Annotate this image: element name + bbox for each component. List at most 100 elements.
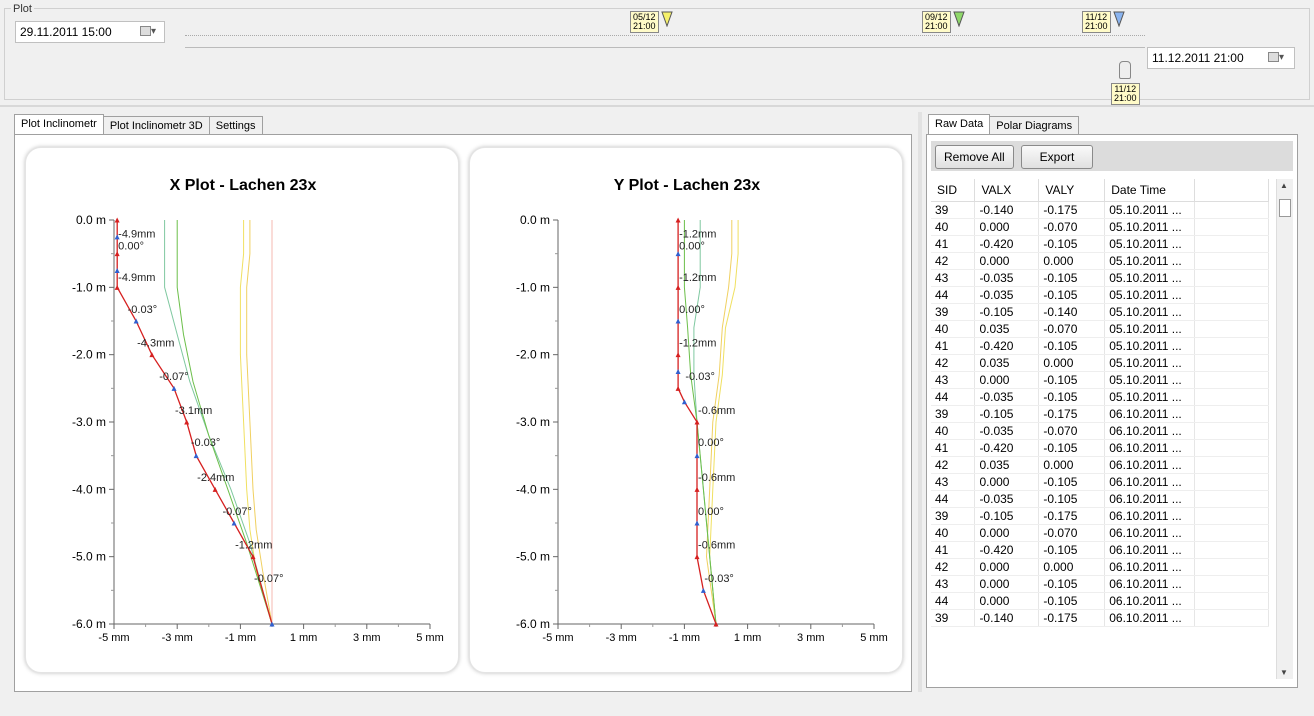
- cell-sid: 40: [931, 422, 976, 440]
- table-row[interactable]: 44 0.000 -0.105 06.10.2011 ...: [931, 592, 1269, 610]
- cell-valy: -0.105: [1038, 235, 1106, 253]
- table-row[interactable]: 44 -0.035 -0.105 05.10.2011 ...: [931, 388, 1269, 406]
- cell-sid: 41: [931, 235, 976, 253]
- table-row[interactable]: 42 0.035 0.000 05.10.2011 ...: [931, 354, 1269, 372]
- table-row[interactable]: 40 0.000 -0.070 05.10.2011 ...: [931, 218, 1269, 236]
- data-point-red: [184, 419, 190, 425]
- x-tick-label: 3 mm: [353, 632, 381, 644]
- table-row[interactable]: 39 -0.105 -0.175 06.10.2011 ...: [931, 507, 1269, 525]
- data-label: 0.00°: [679, 304, 705, 316]
- timeline-track[interactable]: [185, 35, 1145, 49]
- cell-valx: 0.035: [974, 456, 1040, 474]
- table-row[interactable]: 43 0.000 -0.105 06.10.2011 ...: [931, 575, 1269, 593]
- cell-datetime: 06.10.2011 ...: [1104, 558, 1196, 576]
- raw-data-grid[interactable]: SID VALX VALY Date Time 39 -0.140 -0.175 05…: [931, 179, 1269, 683]
- cell-valy: 0.000: [1038, 354, 1106, 372]
- cell-valx: 0.000: [974, 558, 1040, 576]
- pane-splitter[interactable]: [918, 112, 922, 692]
- scroll-thumb[interactable]: [1279, 199, 1291, 217]
- table-row[interactable]: 44 -0.035 -0.105 05.10.2011 ...: [931, 286, 1269, 304]
- table-row[interactable]: 43 -0.035 -0.105 05.10.2011 ...: [931, 269, 1269, 287]
- tab-raw-data[interactable]: Raw Data: [928, 114, 991, 135]
- table-row[interactable]: 42 0.000 0.000 05.10.2011 ...: [931, 252, 1269, 270]
- table-row[interactable]: 41 -0.420 -0.105 06.10.2011 ...: [931, 541, 1269, 559]
- cell-valy: -0.105: [1038, 286, 1106, 304]
- data-label: -0.03°: [685, 371, 714, 383]
- cell-filler: [1194, 371, 1269, 389]
- cell-datetime: 06.10.2011 ...: [1104, 507, 1196, 525]
- start-date-dropdown[interactable]: ▾: [140, 25, 162, 39]
- column-header-valy[interactable]: VALY: [1038, 179, 1106, 202]
- cell-sid: 44: [931, 388, 976, 406]
- chart-title: Y Plot - Lachen 23x: [614, 177, 761, 194]
- cell-sid: 41: [931, 541, 976, 559]
- timeline-slider-thumb[interactable]: [1119, 61, 1131, 79]
- cell-valx: 0.000: [974, 575, 1040, 593]
- cell-valx: 0.000: [974, 473, 1040, 491]
- grid-vertical-scrollbar[interactable]: ▲ ▼: [1276, 179, 1293, 679]
- table-row[interactable]: 43 0.000 -0.105 06.10.2011 ...: [931, 473, 1269, 491]
- data-label: -0.07°: [254, 573, 283, 585]
- table-row[interactable]: 43 0.000 -0.105 05.10.2011 ...: [931, 371, 1269, 389]
- table-row[interactable]: 40 0.035 -0.070 05.10.2011 ...: [931, 320, 1269, 338]
- y-tick-label: -5.0 m: [72, 550, 106, 564]
- cell-filler: [1194, 405, 1269, 423]
- cell-datetime: 05.10.2011 ...: [1104, 388, 1196, 406]
- end-date-dropdown[interactable]: ▾: [1268, 51, 1290, 65]
- column-header-valx[interactable]: VALX: [974, 179, 1040, 202]
- table-row[interactable]: 42 0.000 0.000 06.10.2011 ...: [931, 558, 1269, 576]
- timeline-marker-1[interactable]: 05/12 21:00: [630, 11, 673, 33]
- cell-valy: -0.105: [1038, 337, 1106, 355]
- cell-datetime: 06.10.2011 ...: [1104, 456, 1196, 474]
- tab-plot-inclinometr[interactable]: Plot Inclinometr: [14, 114, 104, 135]
- table-row[interactable]: 41 -0.420 -0.105 05.10.2011 ...: [931, 337, 1269, 355]
- table-row[interactable]: 41 -0.420 -0.105 06.10.2011 ...: [931, 439, 1269, 457]
- cell-datetime: 05.10.2011 ...: [1104, 286, 1196, 304]
- scroll-up-arrow-icon[interactable]: ▲: [1280, 181, 1288, 190]
- cell-datetime: 06.10.2011 ...: [1104, 405, 1196, 423]
- timeline-marker-3[interactable]: 11/12 21:00: [1082, 11, 1125, 33]
- table-row[interactable]: 40 0.000 -0.070 06.10.2011 ...: [931, 524, 1269, 542]
- y-tick-label: -2.0 m: [516, 348, 550, 362]
- data-point-red: [212, 486, 218, 492]
- tab-plot-inclinometr-3d[interactable]: Plot Inclinometr 3D: [102, 116, 210, 137]
- plot-range-group: Plot 29.11.2011 15:00 ▾ 05/12 21:00 09/12…: [4, 3, 1310, 105]
- cell-valy: -0.105: [1038, 371, 1106, 389]
- x-tick-label: 5 mm: [860, 632, 888, 644]
- cell-sid: 44: [931, 592, 976, 610]
- end-date-picker[interactable]: 11.12.2011 21:00 ▾: [1147, 47, 1295, 69]
- column-header-sid[interactable]: SID: [931, 179, 976, 202]
- cell-valy: -0.070: [1038, 524, 1106, 542]
- cell-valy: -0.105: [1038, 439, 1106, 457]
- table-row[interactable]: 39 -0.105 -0.175 06.10.2011 ...: [931, 405, 1269, 423]
- data-point-blue: [675, 369, 681, 374]
- cell-valy: -0.105: [1038, 388, 1106, 406]
- tab-polar-diagrams[interactable]: Polar Diagrams: [989, 116, 1080, 137]
- column-header-datetime[interactable]: Date Time: [1104, 179, 1196, 202]
- calendar-icon: [140, 26, 151, 37]
- table-row[interactable]: 44 -0.035 -0.105 06.10.2011 ...: [931, 490, 1269, 508]
- remove-all-button[interactable]: Remove All: [935, 145, 1014, 169]
- table-row[interactable]: 41 -0.420 -0.105 05.10.2011 ...: [931, 235, 1269, 253]
- cell-filler: [1194, 473, 1269, 491]
- data-point-blue: [114, 234, 120, 240]
- y-tick-label: -3.0 m: [516, 415, 550, 429]
- table-row[interactable]: 39 -0.140 -0.175 06.10.2011 ...: [931, 609, 1269, 627]
- tab-settings[interactable]: Settings: [208, 116, 263, 137]
- start-date-picker[interactable]: 29.11.2011 15:00 ▾: [15, 21, 165, 43]
- data-label: -0.07°: [222, 506, 251, 518]
- cell-datetime: 05.10.2011 ...: [1104, 371, 1196, 389]
- chart-title: X Plot - Lachen 23x: [170, 177, 317, 194]
- cell-valy: -0.105: [1038, 269, 1106, 287]
- scroll-down-arrow-icon[interactable]: ▼: [1280, 668, 1288, 677]
- table-row[interactable]: 40 -0.035 -0.070 06.10.2011 ...: [931, 422, 1269, 440]
- table-row[interactable]: 42 0.035 0.000 06.10.2011 ...: [931, 456, 1269, 474]
- data-point-red: [114, 251, 120, 257]
- cell-datetime: 05.10.2011 ...: [1104, 252, 1196, 270]
- table-row[interactable]: 39 -0.105 -0.140 05.10.2011 ...: [931, 303, 1269, 321]
- table-row[interactable]: 39 -0.140 -0.175 05.10.2011 ...: [931, 201, 1269, 219]
- data-point-blue: [700, 587, 706, 593]
- export-button[interactable]: Export: [1021, 145, 1093, 169]
- timeline-marker-2[interactable]: 09/12 21:00: [922, 11, 965, 33]
- cell-sid: 43: [931, 269, 976, 287]
